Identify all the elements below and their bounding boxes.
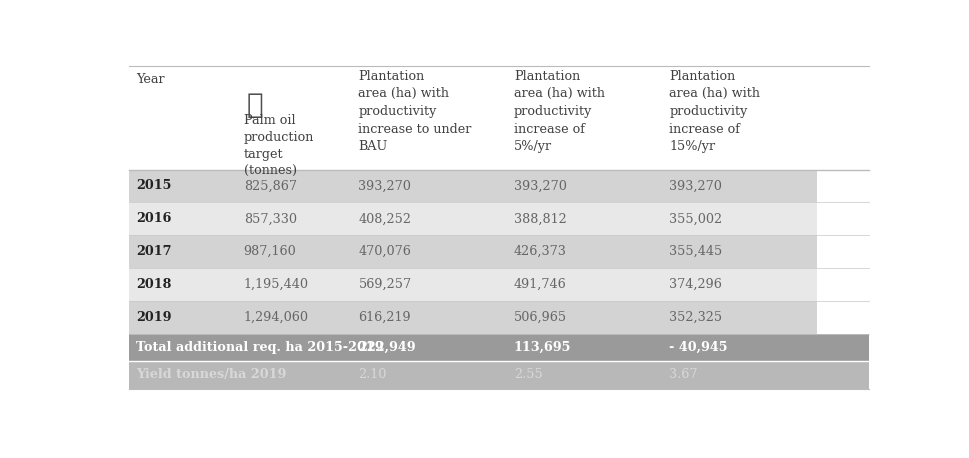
Bar bbox=[351, 268, 506, 301]
Bar bbox=[129, 361, 868, 388]
Text: 2.10: 2.10 bbox=[359, 368, 387, 382]
Bar bbox=[235, 169, 351, 202]
Bar bbox=[661, 301, 817, 333]
Text: 491,746: 491,746 bbox=[514, 278, 566, 291]
Text: 2018: 2018 bbox=[136, 278, 172, 291]
Text: 2016: 2016 bbox=[136, 212, 172, 225]
Text: Palm oil: Palm oil bbox=[243, 114, 295, 127]
Bar bbox=[235, 65, 351, 169]
Bar bbox=[351, 169, 506, 202]
Bar bbox=[129, 268, 235, 301]
Text: target: target bbox=[243, 148, 283, 161]
Text: productivity: productivity bbox=[514, 105, 592, 118]
Text: 569,257: 569,257 bbox=[359, 278, 411, 291]
Text: increase to under: increase to under bbox=[359, 123, 471, 136]
Bar bbox=[506, 65, 661, 169]
Text: productivity: productivity bbox=[359, 105, 436, 118]
Bar bbox=[506, 169, 661, 202]
Text: BAU: BAU bbox=[359, 140, 388, 153]
Bar bbox=[129, 169, 235, 202]
Text: Year: Year bbox=[136, 73, 165, 86]
Text: (tonnes): (tonnes) bbox=[243, 165, 297, 178]
Bar bbox=[661, 202, 817, 235]
Bar bbox=[129, 333, 868, 361]
Text: 408,252: 408,252 bbox=[359, 212, 411, 225]
Text: area (ha) with: area (ha) with bbox=[514, 87, 605, 100]
Bar bbox=[506, 301, 661, 333]
Text: 355,002: 355,002 bbox=[669, 212, 722, 225]
Text: 2015: 2015 bbox=[136, 180, 172, 192]
Text: increase of: increase of bbox=[514, 123, 584, 136]
Bar bbox=[235, 235, 351, 268]
Bar bbox=[506, 202, 661, 235]
Text: 15%/yr: 15%/yr bbox=[669, 140, 715, 153]
Text: 2.55: 2.55 bbox=[514, 368, 542, 382]
Bar bbox=[661, 268, 817, 301]
Text: Yield tonnes/ha 2019: Yield tonnes/ha 2019 bbox=[136, 368, 287, 382]
Text: 388,812: 388,812 bbox=[514, 212, 566, 225]
Bar bbox=[661, 65, 817, 169]
Text: increase of: increase of bbox=[669, 123, 739, 136]
Text: 374,296: 374,296 bbox=[669, 278, 722, 291]
Text: 393,270: 393,270 bbox=[514, 180, 566, 192]
Bar bbox=[506, 268, 661, 301]
Text: 🌴: 🌴 bbox=[246, 91, 263, 119]
Text: 2017: 2017 bbox=[136, 245, 172, 258]
Text: 857,330: 857,330 bbox=[243, 212, 297, 225]
Text: 3.67: 3.67 bbox=[669, 368, 698, 382]
Text: 2019: 2019 bbox=[136, 311, 172, 324]
Text: 352,325: 352,325 bbox=[669, 311, 722, 324]
Text: 355,445: 355,445 bbox=[669, 245, 722, 258]
Text: 222,949: 222,949 bbox=[359, 341, 416, 354]
Bar bbox=[235, 202, 351, 235]
Bar bbox=[351, 202, 506, 235]
Text: 470,076: 470,076 bbox=[359, 245, 411, 258]
Bar bbox=[506, 235, 661, 268]
Text: 1,195,440: 1,195,440 bbox=[243, 278, 308, 291]
Text: Plantation: Plantation bbox=[514, 70, 579, 83]
Text: 1,294,060: 1,294,060 bbox=[243, 311, 308, 324]
Text: 393,270: 393,270 bbox=[669, 180, 722, 192]
Text: Plantation: Plantation bbox=[669, 70, 735, 83]
Text: 825,867: 825,867 bbox=[243, 180, 297, 192]
Text: Plantation: Plantation bbox=[359, 70, 424, 83]
Text: - 40,945: - 40,945 bbox=[669, 341, 727, 354]
Text: 393,270: 393,270 bbox=[359, 180, 411, 192]
Text: area (ha) with: area (ha) with bbox=[359, 87, 449, 100]
Text: 987,160: 987,160 bbox=[243, 245, 297, 258]
Bar bbox=[351, 301, 506, 333]
Text: 616,219: 616,219 bbox=[359, 311, 411, 324]
Text: area (ha) with: area (ha) with bbox=[669, 87, 760, 100]
Text: 426,373: 426,373 bbox=[514, 245, 566, 258]
Text: Total additional req. ha 2015-2019: Total additional req. ha 2015-2019 bbox=[136, 341, 384, 354]
Text: production: production bbox=[243, 131, 314, 144]
Text: 506,965: 506,965 bbox=[514, 311, 567, 324]
Bar bbox=[351, 65, 506, 169]
Bar bbox=[235, 301, 351, 333]
Bar bbox=[129, 202, 235, 235]
Bar bbox=[661, 235, 817, 268]
Bar bbox=[661, 169, 817, 202]
Text: 113,695: 113,695 bbox=[514, 341, 571, 354]
Bar bbox=[129, 301, 235, 333]
Bar bbox=[129, 235, 235, 268]
Text: 5%/yr: 5%/yr bbox=[514, 140, 551, 153]
Bar bbox=[129, 65, 235, 169]
Bar bbox=[351, 235, 506, 268]
Text: productivity: productivity bbox=[669, 105, 747, 118]
Bar bbox=[235, 268, 351, 301]
